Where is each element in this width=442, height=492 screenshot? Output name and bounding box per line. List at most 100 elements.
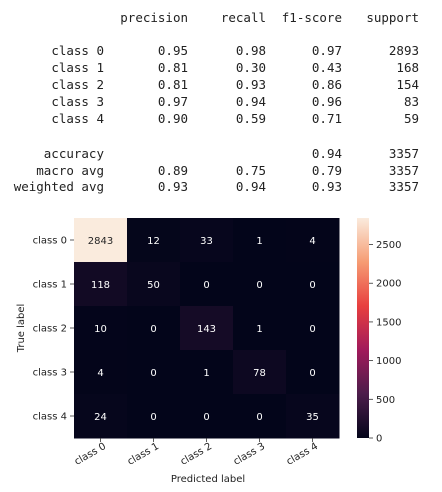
precision-value: 0.97	[157, 94, 188, 109]
cell-annotation: 0	[256, 412, 262, 423]
heatmap-cell	[180, 394, 234, 439]
cell-annotation: 0	[150, 412, 156, 423]
recall-value: 0.94	[235, 179, 266, 194]
x-axis-label: Predicted label	[171, 474, 245, 485]
f1-value: 0.43	[311, 60, 342, 75]
row-label: class 3	[51, 94, 104, 109]
cell-annotation: 0	[203, 280, 209, 291]
cell-annotation: 12	[147, 236, 160, 247]
heatmap-cell	[127, 350, 181, 395]
recall-value: 0.75	[235, 162, 266, 178]
support-value: 3357	[388, 146, 419, 161]
heatmap-cell	[180, 218, 234, 263]
recall-value: 0.59	[235, 111, 266, 126]
x-tick-label: class 4	[285, 441, 320, 468]
row-label: class 1	[51, 60, 104, 75]
heatmap-cell	[74, 306, 128, 351]
support-value: 154	[396, 77, 419, 92]
x-tick-label: class 0	[73, 441, 108, 468]
f1-value: 0.96	[311, 94, 342, 109]
cell-annotation: 78	[253, 368, 266, 379]
heatmap-cell	[74, 394, 128, 439]
recall-value: 0.30	[235, 60, 266, 75]
cell-annotation: 33	[200, 236, 213, 247]
f1-value: 0.94	[311, 146, 342, 161]
cell-annotation: 50	[147, 280, 160, 291]
classification-report: precision recall f1-score support class 0 0.9…	[0, 0, 442, 200]
heatmap-cell	[180, 306, 234, 351]
heatmap-cell	[233, 394, 287, 439]
x-tick-label: class 2	[179, 441, 214, 468]
heatmap-cell	[286, 394, 340, 439]
y-tick-label: class 0	[33, 236, 67, 247]
colorbar-tick-label: 2000	[376, 279, 401, 290]
heatmap-cell	[233, 262, 287, 307]
heatmap-cell	[74, 262, 128, 307]
heatmap-cell	[127, 394, 181, 439]
header-recall: recall	[220, 10, 266, 25]
heatmap-cell	[74, 350, 128, 395]
cell-annotation: 0	[150, 368, 156, 379]
row-label: macro avg	[36, 162, 104, 178]
row-label: weighted avg	[13, 179, 104, 194]
heatmap-cell	[127, 262, 181, 307]
x-tick-label: class 1	[126, 441, 161, 468]
y-axis-label: True label	[16, 304, 27, 354]
header-precision: precision	[120, 10, 188, 25]
cell-annotation: 0	[309, 324, 315, 335]
cell-annotation: 0	[309, 368, 315, 379]
precision-value: 0.93	[157, 179, 188, 194]
recall-value: 0.94	[235, 94, 266, 109]
cell-annotation: 24	[94, 412, 107, 423]
cell-annotation: 0	[150, 324, 156, 335]
y-tick-label: class 3	[33, 368, 67, 379]
cell-annotation: 4	[97, 368, 103, 379]
precision-value: 0.95	[157, 43, 188, 58]
heatmap-cell	[233, 306, 287, 351]
heatmap-cell	[286, 306, 340, 351]
colorbar-tick-label: 0	[376, 434, 382, 445]
precision-value: 0.81	[157, 60, 188, 75]
row-label: accuracy	[43, 146, 104, 161]
y-tick-label: class 1	[33, 280, 67, 291]
cell-annotation: 1	[256, 324, 262, 335]
support-value: 168	[396, 60, 419, 75]
f1-value: 0.86	[311, 77, 342, 92]
colorbar-tick-label: 1000	[376, 356, 401, 367]
f1-value: 0.71	[311, 111, 342, 126]
y-tick-label: class 2	[33, 324, 67, 335]
colorbar-tick-label: 1500	[376, 317, 401, 328]
y-tick-label: class 4	[33, 412, 67, 423]
f1-value: 0.79	[311, 162, 342, 178]
cell-annotation: 0	[256, 280, 262, 291]
recall-value: 0.98	[235, 43, 266, 58]
cell-annotation: 35	[306, 412, 319, 423]
heatmap-cell	[233, 218, 287, 263]
precision-value: 0.89	[157, 162, 188, 178]
heatmap-cell	[286, 262, 340, 307]
cell-annotation: 0	[309, 280, 315, 291]
header-f1-score: f1-score	[281, 10, 342, 25]
cell-annotation: 2843	[88, 236, 113, 247]
row-label: class 0	[51, 43, 104, 58]
recall-value: 0.93	[235, 77, 266, 92]
support-value: 83	[403, 94, 419, 109]
colorbar	[357, 218, 369, 438]
cell-annotation: 10	[94, 324, 107, 335]
heatmap-cell	[180, 350, 234, 395]
cell-annotation: 1	[203, 368, 209, 379]
cell-annotation: 4	[309, 236, 315, 247]
colorbar-tick-label: 2500	[376, 240, 401, 251]
colorbar-tick-label: 500	[376, 395, 395, 406]
f1-value: 0.97	[311, 43, 342, 58]
cell-annotation: 1	[256, 236, 262, 247]
f1-value: 0.93	[311, 179, 342, 194]
heatmap-cell	[233, 350, 287, 395]
row-label: class 4	[51, 111, 104, 126]
support-value: 3357	[388, 179, 419, 194]
heatmap-cell	[127, 218, 181, 263]
support-value: 59	[403, 111, 419, 126]
cell-annotation: 143	[197, 324, 216, 335]
heatmap-cell	[286, 350, 340, 395]
